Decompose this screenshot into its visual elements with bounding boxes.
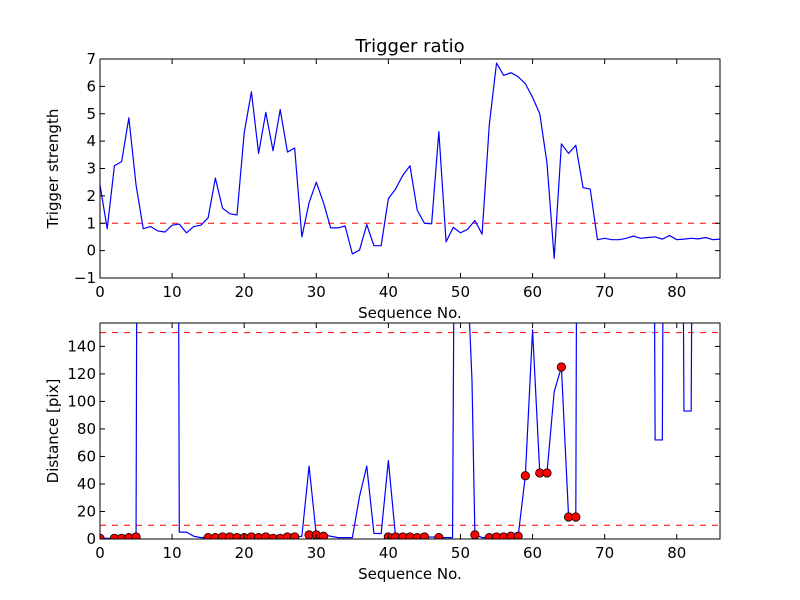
distance-x-tick-label-8: 80 bbox=[667, 544, 686, 562]
trigger-x-tick-label-7: 70 bbox=[595, 283, 614, 301]
distance-marker-34 bbox=[520, 471, 530, 481]
distance-y-tick-label-7: 140 bbox=[67, 337, 96, 355]
trigger-x-tick-label-0: 0 bbox=[95, 283, 105, 301]
distance-marker-26 bbox=[419, 532, 430, 539]
trigger-y-tick-label-5: 4 bbox=[86, 132, 96, 150]
distance-x-tick-label-5: 50 bbox=[451, 544, 470, 562]
trigger-y-tick-label-6: 5 bbox=[86, 105, 96, 123]
distance-marker-4 bbox=[131, 532, 141, 539]
distance-x-tick-label-1: 10 bbox=[163, 544, 182, 562]
trigger-plot-area bbox=[100, 62, 720, 259]
distance-marker-33 bbox=[513, 531, 523, 539]
distance-y-tick-label-0: 0 bbox=[86, 530, 96, 548]
trigger-x-axis-label: Sequence No. bbox=[358, 304, 462, 322]
distance-y-tick-label-3: 60 bbox=[77, 447, 96, 465]
trigger-x-tick-label-3: 30 bbox=[307, 283, 326, 301]
distance-marker-36 bbox=[542, 468, 552, 478]
trigger-y-tick-label-0: −1 bbox=[74, 269, 96, 287]
distance-y-tick-label-1: 20 bbox=[77, 502, 96, 520]
distance-marker-39 bbox=[571, 512, 581, 522]
trigger-y-tick-label-4: 3 bbox=[86, 160, 96, 178]
trigger-y-tick-label-2: 1 bbox=[86, 214, 96, 232]
distance-chart: 0 10 20 30 40 50 60 70 80 0 20 40 60 80 100 120 140 Seque… bbox=[44, 322, 721, 583]
distance-marker-20 bbox=[318, 531, 329, 539]
distance-x-axis-label: Sequence No. bbox=[358, 565, 462, 583]
distance-x-tick-label-6: 60 bbox=[523, 544, 542, 562]
trigger-x-tick-label-4: 40 bbox=[379, 283, 398, 301]
trigger-y-tick-label-8: 7 bbox=[86, 50, 96, 68]
trigger-chart-title: Trigger ratio bbox=[354, 36, 464, 57]
distance-marker-17 bbox=[290, 532, 300, 539]
trigger-x-tick-label-8: 80 bbox=[667, 283, 686, 301]
trigger-x-tick-label-1: 10 bbox=[163, 283, 182, 301]
distance-y-tick-label-6: 120 bbox=[67, 365, 96, 383]
distance-y-axis-label: Distance [pix] bbox=[44, 379, 62, 484]
trigger-x-tick-label-5: 50 bbox=[451, 283, 470, 301]
trigger-y-tick-label-7: 6 bbox=[86, 77, 96, 95]
distance-marker-28 bbox=[470, 530, 480, 539]
distance-plot-area bbox=[100, 323, 720, 539]
distance-x-tick-label-3: 30 bbox=[307, 544, 326, 562]
trigger-x-tick-label-6: 60 bbox=[523, 283, 542, 301]
distance-y-tick-label-2: 40 bbox=[77, 475, 96, 493]
distance-x-tick-label-2: 20 bbox=[235, 544, 254, 562]
distance-axes-frame bbox=[99, 322, 721, 540]
distance-marker-27 bbox=[434, 533, 444, 539]
distance-y-tick-label-4: 80 bbox=[77, 420, 96, 438]
distance-x-tick-label-0: 0 bbox=[95, 544, 105, 562]
distance-y-tick-label-5: 100 bbox=[67, 392, 96, 410]
distance-x-tick-label-4: 40 bbox=[379, 544, 398, 562]
trigger-y-tick-label-1: 0 bbox=[86, 242, 96, 260]
distance-marker-37 bbox=[556, 362, 566, 372]
trigger-y-tick-label-3: 2 bbox=[86, 187, 96, 205]
trigger-y-axis-label: Trigger strength bbox=[44, 109, 62, 230]
trigger-x-tick-label-2: 20 bbox=[235, 283, 254, 301]
trigger-series-line-0 bbox=[100, 62, 720, 259]
distance-x-tick-label-7: 70 bbox=[595, 544, 614, 562]
